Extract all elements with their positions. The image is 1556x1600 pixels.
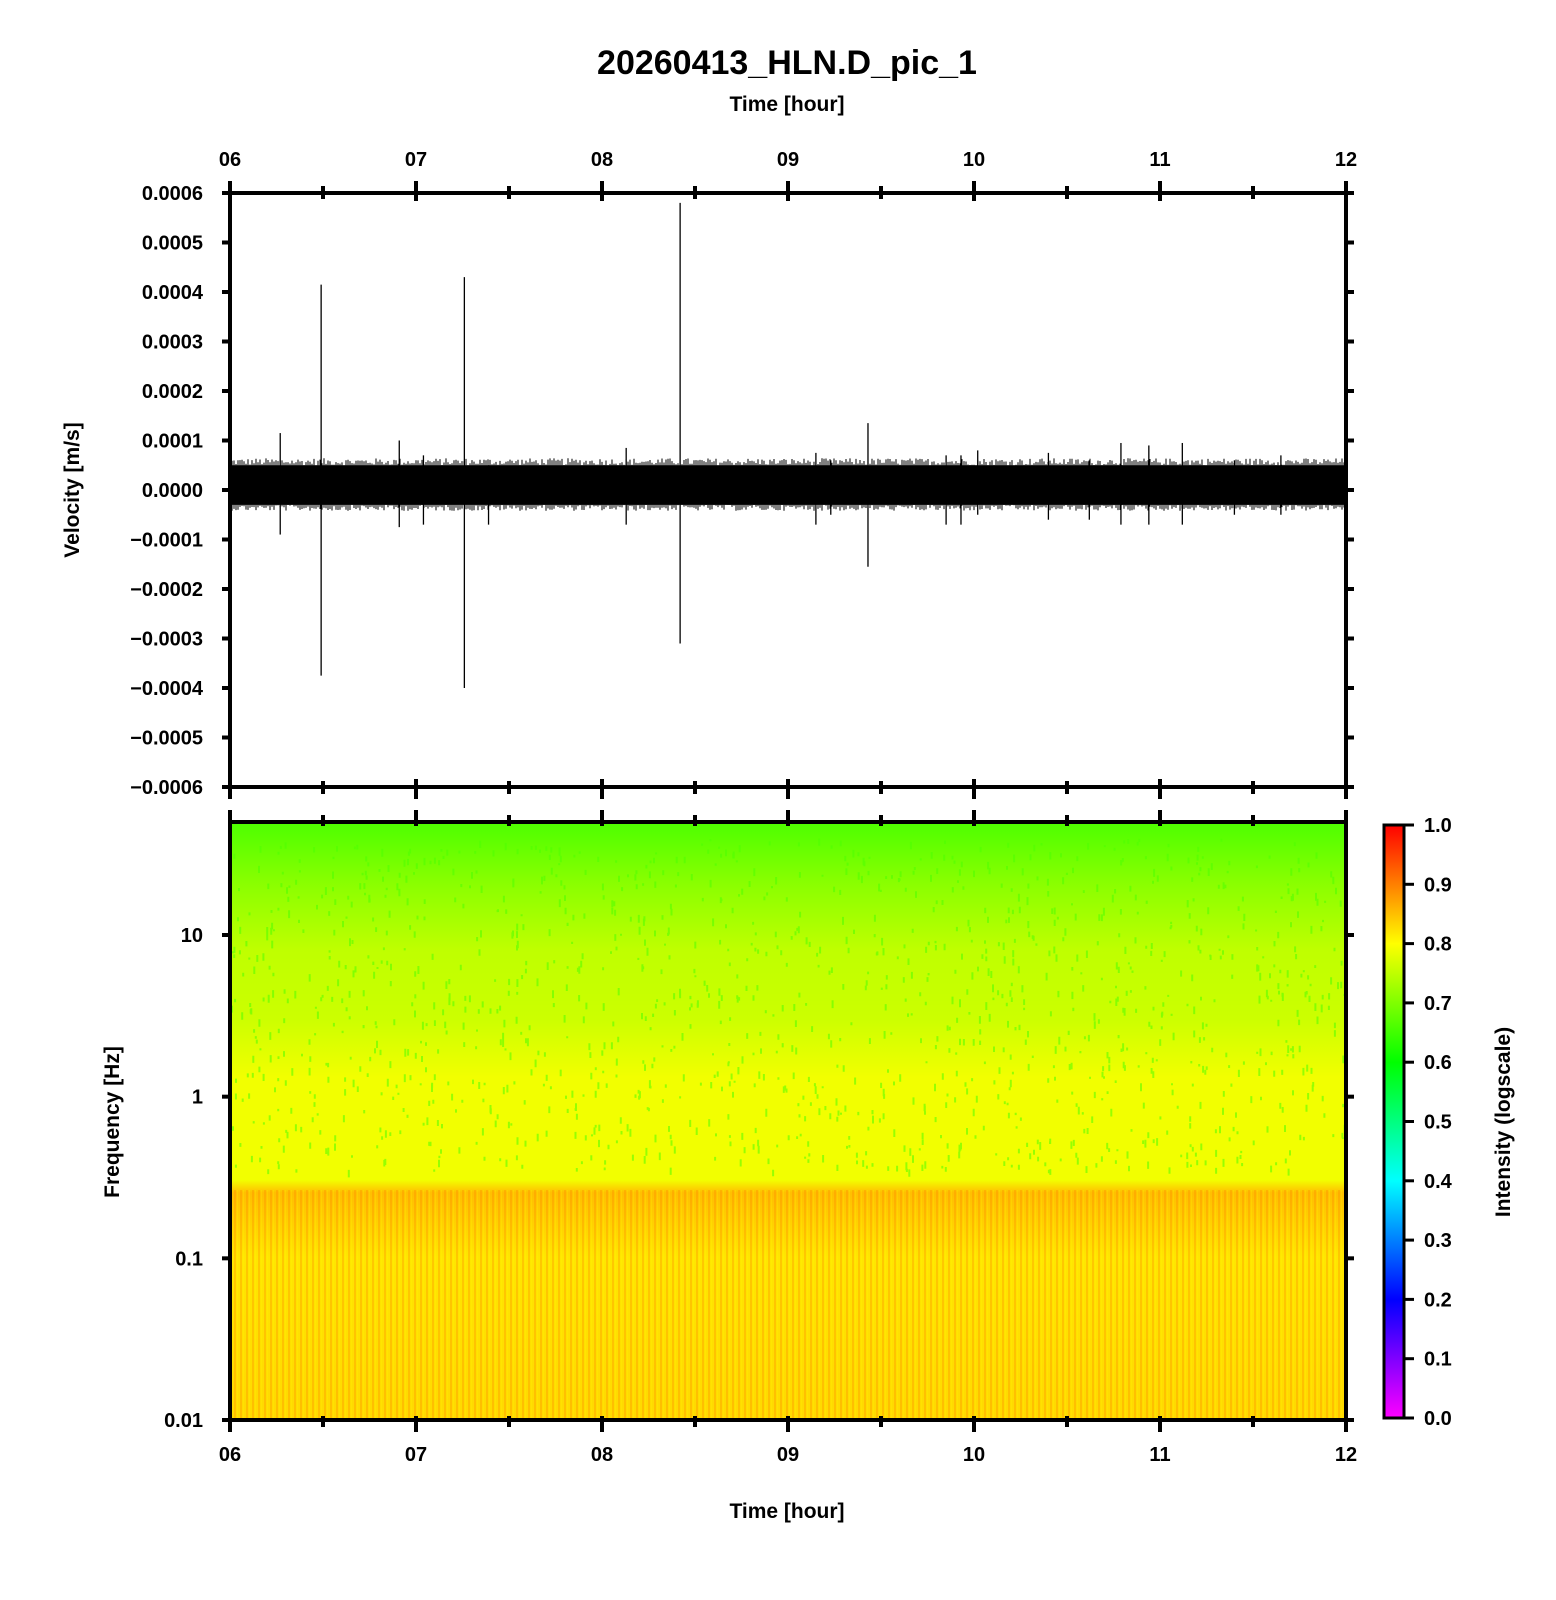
bottom-x-tick-label: 08 [591,1444,613,1466]
top-x-tick-label: 06 [219,149,241,171]
velocity-tick-label: −0.0003 [130,629,203,651]
frequency-tick-label: 0.01 [164,1410,203,1432]
velocity-tick-label: 0.0005 [142,233,203,255]
colorbar-tick-label: 0.1 [1424,1349,1452,1371]
top-x-axis-label: Time [hour] [729,93,844,116]
bottom-x-tick-label: 06 [219,1444,241,1466]
noise-band-jitter [230,458,1345,511]
frequency-tick-label: 10 [181,925,203,947]
bottom-x-axis-label: Time [hour] [729,1500,844,1523]
top-x-tick-label: 09 [777,149,799,171]
speckle-marks [232,838,1346,1178]
colorbar-tick-label: 0.9 [1424,874,1452,896]
velocity-tick-label: 0.0002 [142,381,203,403]
intensity-colorbar: 1.0 0.9 0.8 0.7 0.6 0.5 0.4 0.3 0.2 0.1 0.0 Intens… [1382,815,1515,1430]
frequency-tick-label: 0.1 [175,1248,203,1270]
spectrogram-stripes [232,1190,1346,1418]
colorbar-tick-label: 0.8 [1424,934,1452,956]
colorbar-gradient [1382,823,1406,1420]
velocity-tick-label: 0.0004 [142,282,204,304]
top-x-tick-label: 07 [405,149,427,171]
colorbar-tick-label: 0.2 [1424,1289,1452,1311]
bottom-x-tick-label: 09 [777,1444,799,1466]
spectrogram-x-ticks: 06 07 08 09 10 11 12 [219,810,1357,1466]
top-x-tick-label: 10 [963,149,985,171]
velocity-tick-label: −0.0002 [130,579,203,601]
colorbar-tick-label: 0.3 [1424,1230,1452,1252]
top-x-tick-label: 11 [1149,149,1170,171]
velocity-tick-label: −0.0001 [130,530,203,552]
waveform-x-ticks: 06 07 08 09 10 11 12 [219,149,1357,799]
spike-series [279,202,1282,688]
velocity-axis-label: Velocity [m/s] [61,422,84,557]
velocity-tick-label: 0.0006 [142,183,203,205]
frequency-tick-label: 1 [192,1087,203,1109]
colorbar-ticks: 1.0 0.9 0.8 0.7 0.6 0.5 0.4 0.3 0.2 0.1 0.0 [1404,815,1453,1430]
velocity-y-ticks: 0.0006 0.0005 0.0004 0.0003 0.0002 0.0001 0.00… [130,183,1354,799]
velocity-tick-label: −0.0005 [130,728,203,750]
top-x-tick-label: 08 [591,149,613,171]
waveform-panel: 0.0006 0.0005 0.0004 0.0003 0.0002 0.0001 0.00… [61,149,1357,799]
frequency-axis-label: Frequency [Hz] [101,1046,124,1198]
velocity-tick-label: 0.0003 [142,332,203,354]
frequency-y-ticks: 10 1 0.1 0.01 [164,925,1354,1432]
colorbar-tick-label: 0.7 [1424,993,1452,1015]
colorbar-tick-label: 0.5 [1424,1112,1452,1134]
velocity-tick-label: −0.0006 [130,777,203,799]
colorbar-tick-label: 0.4 [1424,1171,1453,1193]
velocity-tick-label: 0.0000 [142,480,203,502]
bottom-x-tick-label: 11 [1149,1444,1170,1466]
spectrogram-panel: 10 1 0.1 0.01 06 07 08 09 10 11 12 Frequency [Hz]… [101,810,1357,1523]
top-x-tick-label: 12 [1335,149,1357,171]
bottom-x-tick-label: 07 [405,1444,427,1466]
spectrogram-speckle [232,838,1346,1178]
chart-title: 20260413_HLN.D_pic_1 [597,44,977,82]
colorbar-tick-label: 0.6 [1424,1052,1452,1074]
bottom-x-tick-label: 12 [1335,1444,1357,1466]
colorbar-tick-label: 1.0 [1424,815,1452,837]
velocity-tick-label: 0.0001 [142,431,203,453]
colorbar-label: Intensity (logscale) [1492,1027,1515,1217]
noise-band [230,458,1346,511]
colorbar-tick-label: 0.0 [1424,1408,1452,1430]
velocity-tick-label: −0.0004 [130,678,204,700]
bottom-x-tick-label: 10 [963,1444,985,1466]
